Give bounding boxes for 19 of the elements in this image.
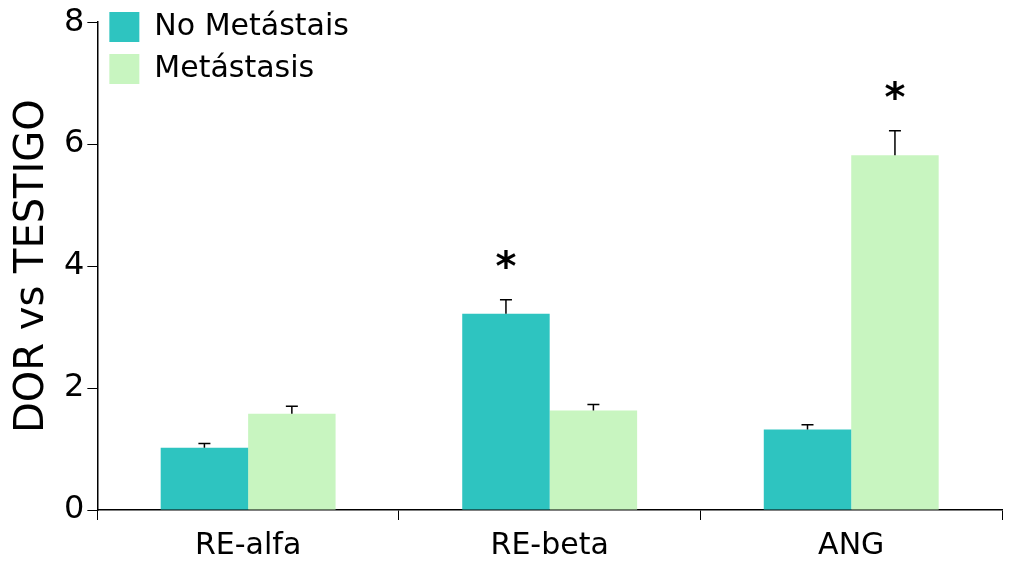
legend-label: Metástasis xyxy=(154,48,315,84)
annotation: * xyxy=(884,74,906,121)
y-axis-title: DOR vs TESTIGO xyxy=(6,99,53,434)
y-tick-label: 6 xyxy=(64,122,85,161)
bar xyxy=(763,429,852,510)
bar xyxy=(851,155,939,510)
bar xyxy=(462,313,550,510)
x-tick-label: RE-beta xyxy=(490,525,609,561)
x-tick-label: RE-alfa xyxy=(194,525,302,561)
annotation: * xyxy=(495,243,517,290)
y-tick-label: 0 xyxy=(64,488,85,527)
y-tick-label: 4 xyxy=(64,244,85,283)
bar xyxy=(160,447,249,510)
y-tick-label: 8 xyxy=(64,0,85,39)
x-tick-label: ANG xyxy=(818,525,885,561)
bar xyxy=(248,413,336,510)
bar xyxy=(549,410,638,510)
y-tick-label: 2 xyxy=(64,366,85,405)
legend-label: No Metástais xyxy=(154,6,349,42)
